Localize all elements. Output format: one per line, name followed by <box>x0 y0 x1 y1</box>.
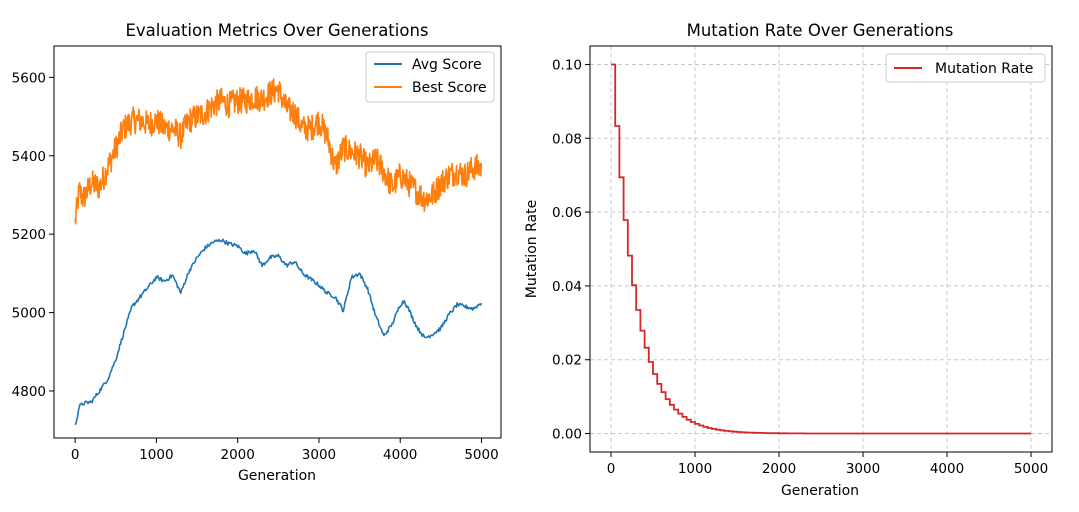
left-y-tick-label: 5200 <box>12 227 46 243</box>
legend-mutation-rate-label: Mutation Rate <box>935 61 1033 77</box>
left-x-tick-label: 4000 <box>383 447 417 463</box>
left-legend: Avg Score Best Score <box>365 51 495 103</box>
right-x-tick-label: 3000 <box>846 461 880 477</box>
right-y-tick-label: 0.04 <box>552 279 582 295</box>
right-x-tick-label: 5000 <box>1014 461 1048 477</box>
best-score-line <box>74 78 483 225</box>
left-y-tick-label: 5000 <box>12 306 46 322</box>
right-x-axis-label: Generation <box>781 483 859 499</box>
legend-avg-score-label: Avg Score <box>412 57 482 73</box>
right-legend: Mutation Rate <box>885 53 1046 83</box>
mutation-rate-line <box>611 63 1031 435</box>
right-x-tick-label: 0 <box>607 461 616 477</box>
left-chart: Evaluation Metrics Over Generations 0 100… <box>12 21 502 484</box>
right-y-tick-label: 0.10 <box>552 57 582 73</box>
right-y-axis-label: Mutation Rate <box>524 200 540 298</box>
left-chart-title: Evaluation Metrics Over Generations <box>125 21 428 40</box>
left-y-tick-label: 5600 <box>12 70 46 86</box>
left-x-tick-label: 1000 <box>139 447 173 463</box>
right-y-tick-label: 0.00 <box>552 427 582 443</box>
left-x-ticks: 0 1000 2000 3000 4000 5000 <box>71 438 499 463</box>
right-plot-frame <box>589 45 1053 453</box>
left-x-tick-label: 5000 <box>464 447 498 463</box>
left-x-tick-label: 2000 <box>220 447 254 463</box>
avg-score-line <box>74 238 483 426</box>
right-series <box>611 63 1031 435</box>
left-y-ticks: 4800 5000 5200 5400 5600 <box>12 70 54 400</box>
left-x-axis-label: Generation <box>238 468 316 484</box>
right-x-tick-label: 1000 <box>678 461 712 477</box>
right-x-ticks: 0 1000 2000 3000 4000 5000 <box>607 452 1048 477</box>
right-y-ticks: 0.00 0.02 0.04 0.06 0.08 0.10 <box>552 57 590 443</box>
right-chart-title: Mutation Rate Over Generations <box>687 21 954 40</box>
right-grid <box>590 46 1052 452</box>
left-x-tick-label: 3000 <box>302 447 336 463</box>
left-series <box>74 78 483 426</box>
right-y-tick-label: 0.06 <box>552 205 582 221</box>
right-y-tick-label: 0.08 <box>552 131 582 147</box>
right-legend-box <box>885 53 1046 83</box>
right-chart: Mutation Rate Over Generations 0 1000 2000… <box>524 21 1053 499</box>
left-y-tick-label: 4800 <box>12 384 46 400</box>
right-y-tick-label: 0.02 <box>552 353 582 369</box>
right-x-tick-label: 2000 <box>762 461 796 477</box>
left-plot-frame <box>53 45 502 439</box>
left-y-tick-label: 5400 <box>12 149 46 165</box>
legend-best-score-label: Best Score <box>412 80 487 96</box>
right-x-tick-label: 4000 <box>930 461 964 477</box>
left-x-tick-label: 0 <box>71 447 80 463</box>
